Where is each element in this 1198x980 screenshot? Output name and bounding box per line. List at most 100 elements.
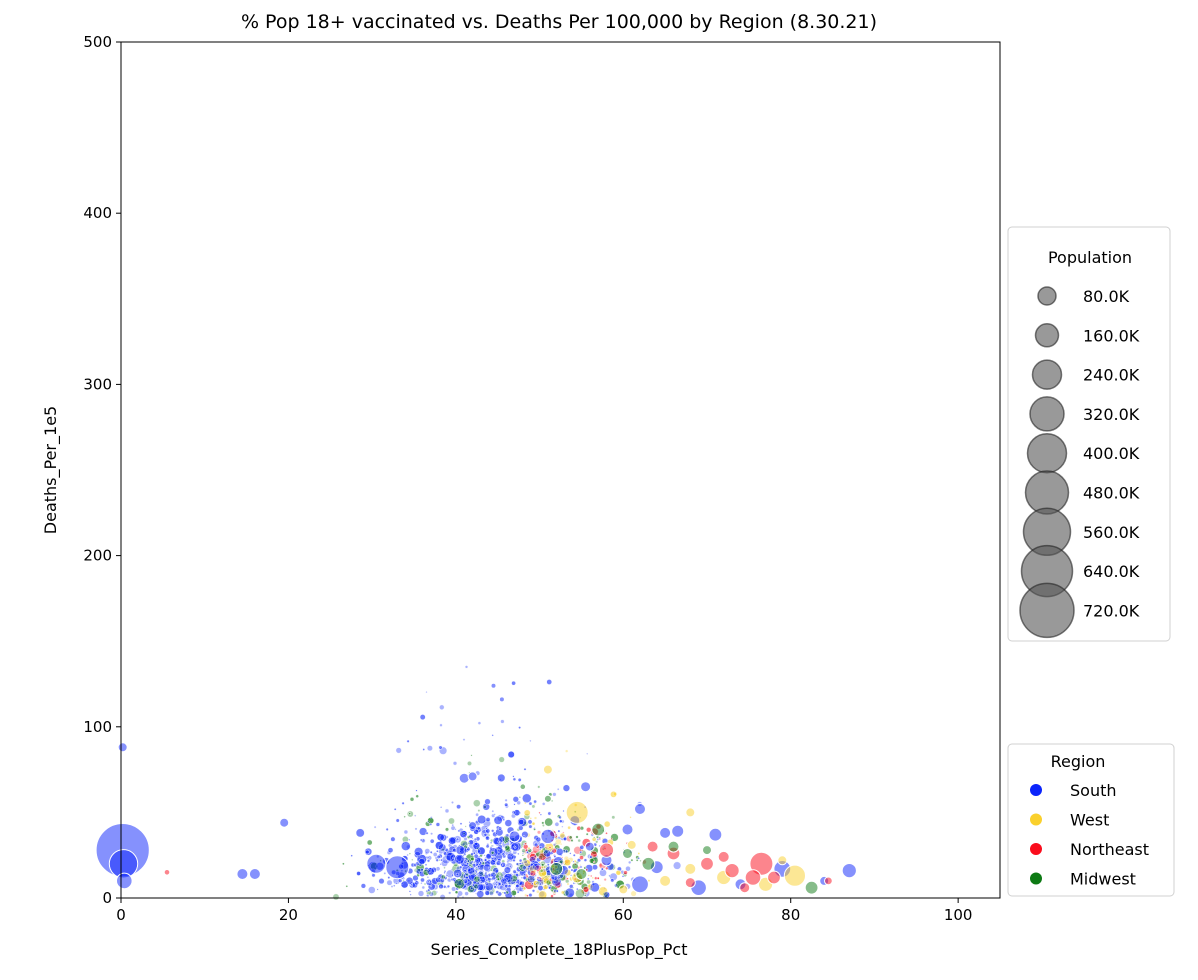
county-dot bbox=[522, 852, 525, 855]
county-dot bbox=[536, 889, 540, 894]
county-dot bbox=[484, 858, 488, 862]
county-dot bbox=[637, 857, 640, 860]
county-dot bbox=[523, 813, 531, 820]
county-dot bbox=[488, 847, 499, 857]
county-dot bbox=[544, 846, 547, 849]
county-dot bbox=[446, 869, 455, 879]
county-dot bbox=[522, 865, 527, 871]
county-dot bbox=[439, 834, 447, 842]
county-dot bbox=[512, 775, 515, 778]
county-dot bbox=[450, 873, 454, 877]
county-dot bbox=[414, 880, 420, 886]
county-dot bbox=[464, 825, 467, 828]
county-dot bbox=[591, 837, 597, 842]
county-dot bbox=[577, 838, 581, 843]
county-dot bbox=[539, 813, 542, 816]
county-dot bbox=[468, 839, 479, 850]
county-dot bbox=[586, 752, 589, 755]
county-dot bbox=[488, 869, 491, 872]
county-dot bbox=[565, 749, 569, 753]
county-dot bbox=[510, 854, 513, 857]
county-dot bbox=[487, 833, 491, 837]
county-dot bbox=[430, 867, 437, 873]
population-legend-label: 720.0K bbox=[1083, 601, 1140, 620]
county-dot bbox=[444, 808, 450, 814]
county-dot bbox=[553, 855, 557, 858]
county-dot bbox=[527, 819, 533, 825]
county-dot bbox=[522, 875, 527, 880]
y-tick-label: 0 bbox=[102, 889, 112, 907]
county-dot bbox=[373, 825, 377, 829]
county-dot bbox=[533, 827, 536, 830]
county-dot bbox=[570, 868, 574, 872]
county-dot bbox=[611, 815, 616, 820]
y-tick-label: 300 bbox=[83, 375, 112, 393]
county-dot bbox=[608, 874, 611, 877]
county-dot bbox=[393, 808, 397, 811]
county-dot bbox=[550, 875, 556, 880]
county-dot bbox=[498, 756, 505, 763]
county-dot bbox=[598, 863, 603, 868]
county-dot bbox=[539, 846, 543, 850]
county-dot bbox=[512, 869, 517, 874]
county-dot bbox=[435, 841, 444, 850]
county-dot bbox=[356, 871, 361, 876]
county-dot bbox=[503, 891, 507, 895]
county-dot bbox=[498, 836, 505, 843]
county-dot bbox=[472, 880, 481, 889]
county-dot bbox=[477, 721, 482, 725]
county-dot bbox=[390, 885, 394, 888]
county-dot bbox=[620, 869, 625, 875]
county-dot bbox=[535, 852, 541, 857]
county-dot bbox=[545, 879, 552, 886]
data-point bbox=[116, 872, 133, 890]
county-dot bbox=[484, 890, 490, 896]
population-legend-marker bbox=[1019, 582, 1075, 639]
county-dot bbox=[583, 858, 588, 862]
county-dot bbox=[476, 849, 481, 854]
county-dot bbox=[463, 869, 467, 873]
county-dot bbox=[453, 869, 463, 878]
county-dot bbox=[499, 875, 502, 878]
data-point bbox=[248, 868, 261, 880]
county-dot bbox=[498, 826, 503, 831]
county-dot bbox=[483, 805, 487, 809]
county-dot bbox=[485, 817, 491, 822]
data-point bbox=[671, 824, 685, 838]
county-dot bbox=[538, 842, 546, 849]
county-dot bbox=[437, 877, 443, 883]
county-dot bbox=[452, 848, 457, 853]
county-dot bbox=[586, 879, 591, 885]
county-dot bbox=[507, 884, 512, 889]
county-dot bbox=[378, 878, 385, 885]
county-dot bbox=[621, 875, 625, 878]
county-dot bbox=[507, 751, 515, 759]
county-dot bbox=[500, 877, 508, 885]
county-dot bbox=[635, 859, 639, 862]
county-dot bbox=[368, 886, 376, 894]
county-dot bbox=[513, 895, 516, 898]
background-dots bbox=[332, 665, 682, 901]
county-dot bbox=[476, 826, 481, 831]
county-dot bbox=[462, 738, 466, 741]
county-dot bbox=[502, 854, 507, 859]
county-dot bbox=[479, 888, 484, 893]
county-dot bbox=[529, 853, 537, 861]
county-dot bbox=[439, 723, 443, 727]
county-dot bbox=[428, 891, 434, 897]
county-dot bbox=[603, 878, 607, 882]
data-point bbox=[824, 876, 833, 886]
county-dot bbox=[456, 804, 461, 810]
county-dot bbox=[525, 875, 529, 879]
county-dot bbox=[464, 665, 469, 669]
county-dot bbox=[387, 876, 391, 879]
data-point bbox=[565, 800, 589, 824]
county-dot bbox=[593, 836, 596, 839]
county-dot bbox=[408, 812, 412, 815]
region-legend-title: Region bbox=[1051, 752, 1106, 771]
county-dot bbox=[495, 828, 504, 837]
county-dot bbox=[425, 691, 428, 694]
data-point bbox=[702, 845, 712, 856]
county-dot bbox=[488, 887, 491, 890]
county-dot bbox=[491, 809, 495, 813]
